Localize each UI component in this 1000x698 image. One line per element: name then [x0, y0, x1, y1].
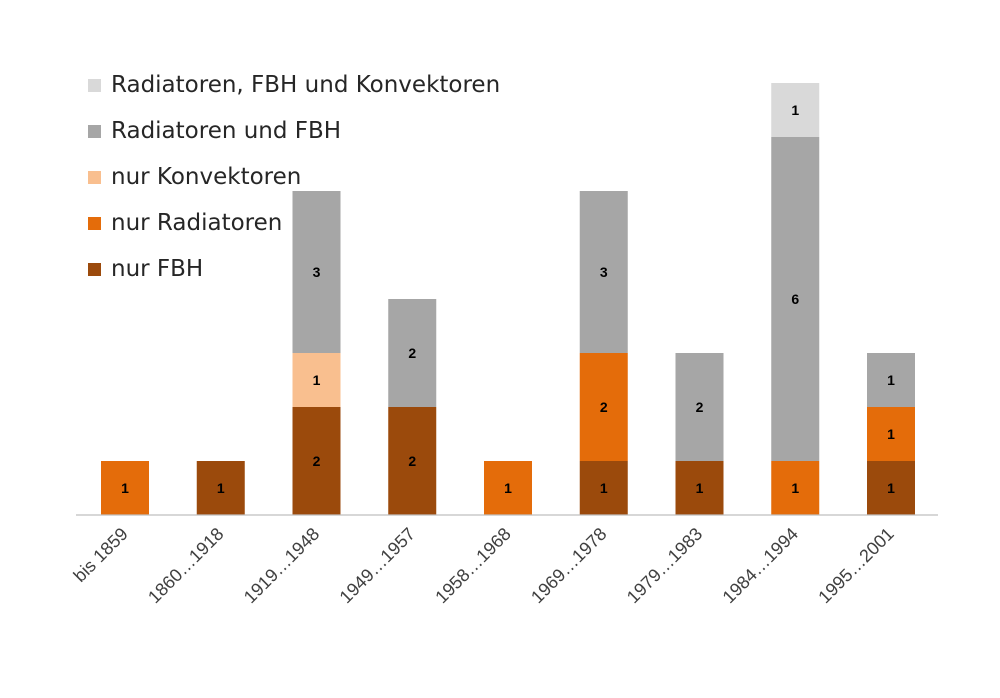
legend-item: Radiatoren, FBH und Konvektoren [88, 62, 500, 108]
bar-segment [484, 461, 532, 515]
legend-swatch [88, 124, 101, 138]
legend-label: nur Konvektoren [111, 164, 302, 190]
data-label: 1 [887, 480, 895, 496]
legend-swatch [88, 262, 101, 276]
data-label: 1 [600, 480, 608, 496]
bar-segment [292, 407, 341, 515]
bar-segment [771, 461, 820, 515]
legend-item: nur Radiatoren [88, 200, 500, 246]
x-tick-label: 1919…1948 [240, 524, 324, 608]
data-label: 3 [313, 264, 321, 280]
bar-segment [579, 191, 628, 353]
bar-segment [579, 353, 628, 461]
data-label: 2 [408, 453, 416, 469]
x-tick-label: 1949…1957 [336, 524, 420, 608]
x-tick-label: 1995…2001 [814, 524, 898, 608]
bar-segment [867, 353, 915, 407]
bar-segment [579, 461, 628, 515]
data-label: 2 [408, 345, 416, 361]
bar-segment [771, 83, 820, 137]
data-label: 2 [696, 399, 704, 415]
data-label: 1 [313, 372, 321, 388]
legend-item: nur FBH [88, 246, 500, 292]
bar-segment [867, 407, 915, 461]
legend-label: nur FBH [111, 256, 204, 282]
data-label: 1 [504, 480, 512, 496]
data-label: 1 [791, 480, 799, 496]
legend: Radiatoren, FBH und Konvektoren Radiatore… [88, 62, 500, 292]
legend-swatch [88, 78, 101, 92]
x-tick-label: 1979…1983 [623, 524, 707, 608]
x-tick-label: bis 1859 [70, 524, 132, 586]
legend-item: Radiatoren und FBH [88, 108, 500, 154]
bar-segment [867, 461, 915, 515]
bar-segment [101, 461, 149, 515]
bar-segment [771, 137, 820, 461]
x-tick-label: 1984…1994 [719, 524, 803, 608]
data-label: 6 [791, 291, 799, 307]
legend-label: Radiatoren und FBH [111, 118, 342, 144]
data-label: 2 [313, 453, 321, 469]
bar-segment [388, 407, 437, 515]
data-label: 1 [887, 372, 895, 388]
bar-segment [292, 353, 341, 407]
data-label: 1 [887, 426, 895, 442]
x-tick-label: 1969…1978 [527, 524, 611, 608]
bar-segment [675, 461, 724, 515]
legend-item: nur Konvektoren [88, 154, 500, 200]
legend-swatch [88, 170, 101, 184]
data-label: 1 [121, 480, 129, 496]
data-label: 1 [791, 102, 799, 118]
bar-segment [196, 461, 245, 515]
bar-segment [388, 299, 437, 407]
legend-label: Radiatoren, FBH und Konvektoren [111, 72, 501, 98]
legend-swatch [88, 216, 101, 230]
data-label: 3 [600, 264, 608, 280]
bar-segment [292, 191, 341, 353]
bar-segment [675, 353, 724, 461]
data-label: 1 [217, 480, 225, 496]
x-tick-labels: bis 1859 1860…1918 1919…1948 1949…1957 1958…… [70, 524, 898, 608]
data-label: 1 [696, 480, 704, 496]
x-tick-label: 1958…1968 [431, 524, 515, 608]
data-label: 2 [600, 399, 608, 415]
legend-label: nur Radiatoren [111, 210, 283, 236]
x-tick-label: 1860…1918 [144, 524, 228, 608]
